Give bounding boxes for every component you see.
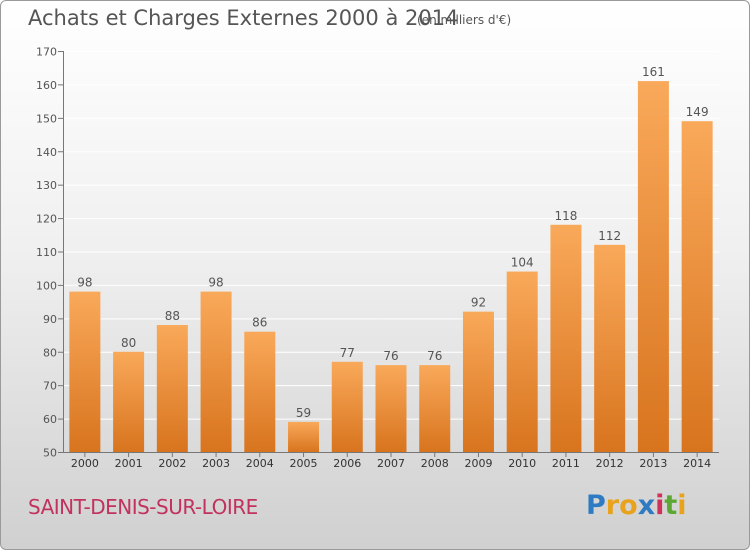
x-tick-label: 2011 (552, 457, 580, 470)
data-label: 76 (383, 349, 398, 363)
bar (594, 244, 626, 452)
y-tick-label: 100 (36, 279, 57, 292)
proxiti-logo[interactable]: Proxiti (586, 490, 687, 521)
y-tick-label: 160 (36, 79, 57, 92)
bar (288, 421, 320, 452)
x-tick-label: 2005 (290, 457, 318, 470)
logo-letter: t (664, 490, 678, 521)
x-tick-label: 2009 (464, 457, 492, 470)
x-tick-label: 2010 (508, 457, 536, 470)
y-tick-label: 70 (43, 380, 57, 393)
y-tick-label: 140 (36, 146, 57, 159)
bar (550, 224, 582, 452)
logo-letter: P (586, 490, 606, 521)
x-tick-label: 2002 (158, 457, 186, 470)
bar (200, 291, 232, 452)
logo-letter: r (605, 490, 620, 521)
logo-letter: i (677, 490, 687, 521)
data-label: 149 (686, 105, 709, 119)
bar (681, 121, 713, 453)
y-tick-label: 110 (36, 246, 57, 259)
x-tick-label: 2008 (421, 457, 449, 470)
data-label: 80 (121, 336, 136, 350)
x-tick-label: 2007 (377, 457, 405, 470)
data-label: 86 (252, 316, 267, 330)
bar (375, 365, 407, 452)
data-label: 112 (598, 229, 621, 243)
x-tick-label: 2003 (202, 457, 230, 470)
data-label: 92 (471, 296, 486, 310)
bar (506, 271, 538, 452)
data-label: 98 (208, 276, 223, 290)
y-tick-label: 60 (43, 413, 57, 426)
chart-subtitle: (en milliers d'€) (417, 13, 512, 27)
y-tick-label: 50 (43, 447, 57, 460)
x-tick-label: 2013 (639, 457, 667, 470)
data-label: 104 (511, 256, 534, 270)
logo-letter: i (655, 490, 665, 521)
bar (637, 81, 669, 452)
y-tick-label: 90 (43, 313, 57, 326)
data-label: 98 (77, 276, 92, 290)
bar (419, 365, 451, 452)
data-label: 76 (427, 349, 442, 363)
data-label: 88 (165, 309, 180, 323)
y-tick-label: 150 (36, 112, 57, 125)
data-label: 59 (296, 406, 311, 420)
logo-letter: o (619, 490, 638, 521)
bar (462, 311, 494, 452)
data-label: 161 (642, 65, 665, 79)
x-tick-label: 2004 (246, 457, 274, 470)
x-tick-label: 2001 (115, 457, 143, 470)
bar (156, 325, 188, 452)
data-label: 77 (340, 346, 355, 360)
y-tick-label: 80 (43, 346, 57, 359)
bar (331, 361, 363, 452)
x-tick-label: 2006 (333, 457, 361, 470)
bar (244, 331, 276, 452)
data-label: 118 (554, 209, 577, 223)
y-tick-label: 170 (36, 46, 57, 59)
x-tick-label: 2000 (71, 457, 99, 470)
y-tick-label: 120 (36, 213, 57, 226)
bar (69, 291, 101, 452)
bar (113, 351, 145, 452)
x-tick-label: 2014 (683, 457, 711, 470)
x-tick-label: 2012 (596, 457, 624, 470)
commune-name: SAINT-DENIS-SUR-LOIRE (28, 495, 258, 519)
chart-title: Achats et Charges Externes 2000 à 2014 (28, 6, 459, 30)
y-tick-label: 130 (36, 179, 57, 192)
logo-letter: x (637, 490, 656, 521)
